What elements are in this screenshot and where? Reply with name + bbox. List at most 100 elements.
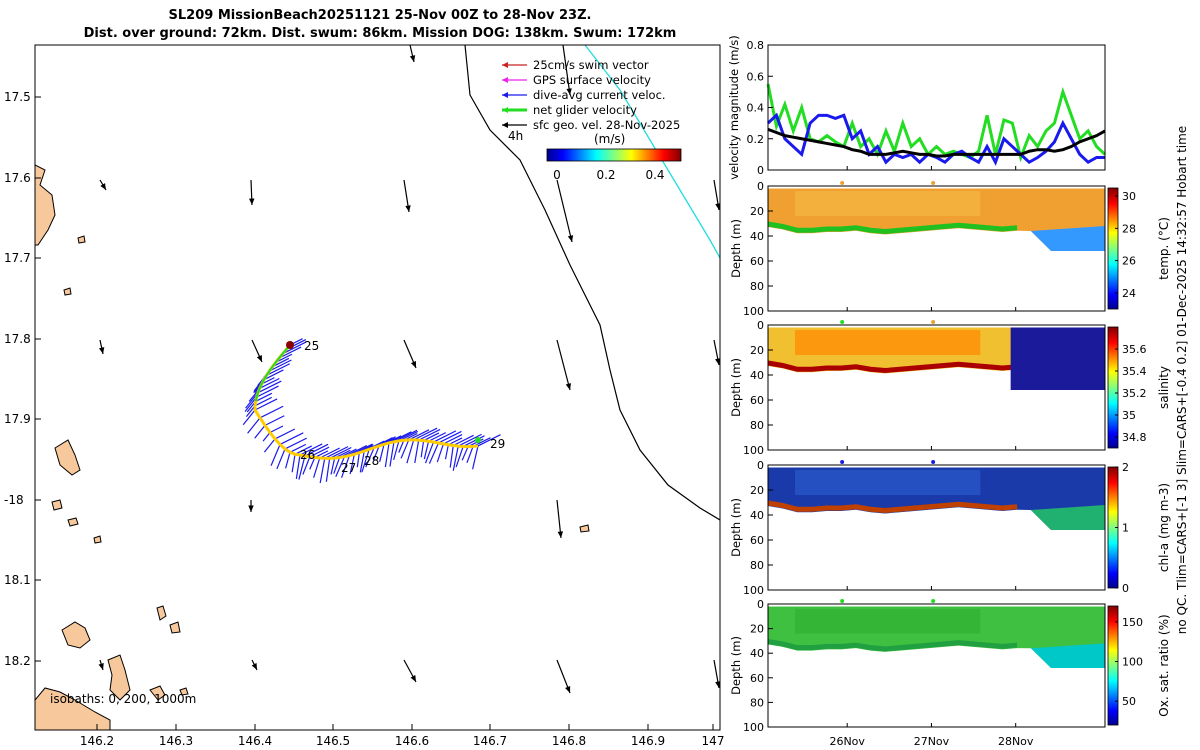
velocity-series-line: [767, 127, 1106, 158]
isobath-200m: [464, 45, 720, 521]
current-vector: [406, 439, 415, 464]
current-vector: [298, 455, 306, 480]
current-vector: [274, 428, 296, 440]
date-tick-label: 26Nov: [829, 735, 865, 748]
current-vector: [325, 458, 331, 482]
current-vector: [393, 440, 400, 461]
side-note: no QC. Tlim=CARS+[-1 3] Slim=CARS+[-0.4 …: [1175, 126, 1189, 634]
section-y-tick-label: 60: [750, 255, 764, 268]
section-variable-label: temp. (°C): [1157, 217, 1171, 280]
geostrophic-vector: [556, 339, 571, 391]
colorbar-tick-label: 50: [1122, 695, 1136, 708]
time-label: 4h: [508, 129, 523, 143]
current-vector: [255, 392, 273, 402]
land-island: [156, 605, 167, 621]
colorbar-tick-label: 34.8: [1122, 431, 1147, 444]
x-tick-label: 146.7: [473, 734, 507, 748]
current-vector: [256, 385, 279, 398]
legend-label: net glider velocity: [533, 103, 637, 117]
current-vector: [349, 454, 355, 475]
geostrophic-vector-head: [410, 361, 416, 368]
current-vector: [291, 454, 296, 473]
section-y-tick-label: 20: [750, 205, 764, 218]
map-axes-box: [34, 44, 721, 731]
y-tick-label: 18.1: [4, 573, 31, 587]
current-vector: [359, 450, 365, 473]
section-y-tick-label: 60: [750, 534, 764, 547]
current-vector: [284, 437, 308, 450]
current-vector: [313, 457, 321, 478]
day-label-25: 25: [304, 339, 319, 353]
colorbar-tick-label: 100: [1122, 656, 1143, 669]
current-vector: [279, 432, 304, 446]
speed-colorbar: [546, 148, 682, 162]
glider-track-segment: [254, 344, 291, 402]
legend-arrowhead: [502, 62, 508, 68]
current-vector: [379, 444, 385, 462]
geostrophic-vector: [556, 179, 573, 243]
current-vector: [400, 439, 410, 459]
current-vector: [259, 377, 280, 389]
colorbar-tick-label: 0: [553, 168, 561, 182]
legend-label: GPS surface velocity: [533, 73, 651, 87]
current-vector: [264, 415, 285, 426]
current-vector: [269, 359, 292, 372]
colorbar-tick-label: 35.2: [1122, 387, 1147, 400]
current-vector: [423, 432, 440, 442]
x-tick-label: 146.2: [80, 734, 114, 748]
current-vector: [436, 443, 444, 463]
current-vector: [414, 440, 420, 464]
surfacing-marker: [931, 181, 936, 185]
section-y-tick-label: 100: [743, 584, 764, 597]
section-ylabel: Depth (m): [729, 358, 743, 417]
section-y-tick-label: 100: [743, 721, 764, 734]
geostrophic-vector-head: [248, 505, 254, 512]
geostrophic-vector-head: [565, 686, 571, 693]
current-vector: [263, 438, 276, 453]
colorbar-tick-label: 28: [1122, 222, 1136, 235]
section-y-tick-label: 0: [757, 319, 764, 332]
y-tick-label: 17.7: [4, 251, 31, 265]
surfacing-marker: [931, 460, 936, 464]
colorbar-tick-label: 35.4: [1122, 365, 1147, 378]
velocity-series-line: [766, 83, 1107, 163]
current-vector: [270, 444, 281, 466]
y-tick-label: 17.8: [4, 332, 31, 346]
current-vector: [438, 430, 462, 444]
section-deep-patch: [1030, 643, 1105, 668]
colorbar-tick-label: 1: [1122, 522, 1129, 535]
current-vector: [361, 449, 370, 473]
geostrophic-vector-head: [715, 358, 720, 365]
current-vector: [282, 341, 307, 355]
current-vector: [304, 443, 329, 457]
geostrophic-vector-head: [566, 88, 572, 95]
current-vector: [452, 445, 459, 471]
land-island: [35, 687, 111, 730]
section-variable-label: Ox. sat. ratio (%): [1157, 614, 1171, 716]
current-vector: [389, 441, 395, 467]
current-vector: [263, 369, 284, 381]
section-ylabel: Depth (m): [729, 636, 743, 695]
x-tick-label: 146.3: [159, 734, 193, 748]
colorbar-tick-label: 0: [1122, 582, 1129, 595]
current-vector: [356, 452, 360, 468]
y-tick-label: 17.9: [4, 412, 31, 426]
current-vector: [309, 446, 330, 458]
geostrophic-vector-head: [715, 681, 720, 688]
x-tick-label: 146.5: [316, 734, 350, 748]
surfacing-marker: [840, 181, 845, 185]
legend-label: 25cm/s swim vector: [533, 58, 649, 72]
geostrophic-vector-head: [567, 235, 574, 242]
current-vector: [428, 432, 447, 442]
section-y-tick-label: 0: [757, 598, 764, 611]
section-ylabel: Depth (m): [729, 219, 743, 278]
land-island: [579, 524, 590, 533]
section-layer: [794, 470, 981, 495]
land-island: [67, 517, 79, 527]
colorbar-tick-label: 26: [1122, 255, 1136, 268]
current-vector: [302, 456, 311, 475]
current-vector: [444, 444, 449, 460]
section-y-tick-label: 60: [750, 672, 764, 685]
current-vector: [329, 446, 352, 459]
